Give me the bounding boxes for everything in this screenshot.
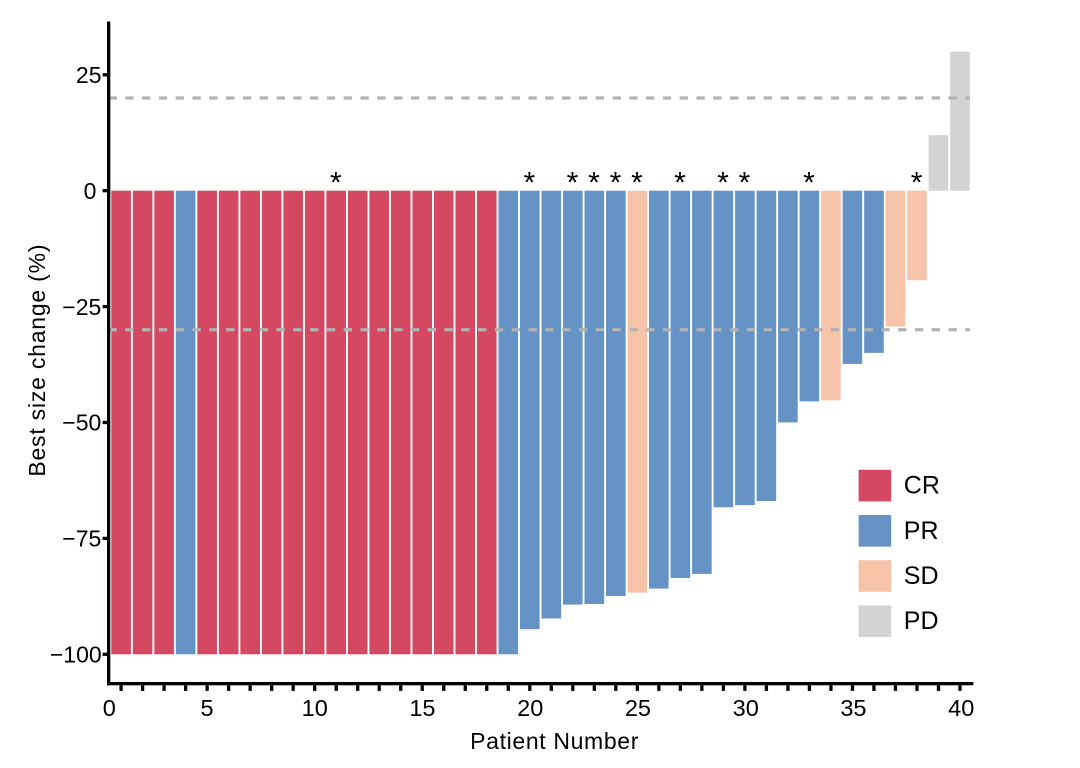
svg-text:*: *: [330, 167, 342, 200]
svg-text:−100: −100: [50, 642, 102, 668]
svg-text:−25: −25: [62, 294, 101, 320]
svg-text:*: *: [803, 167, 815, 200]
svg-text:−75: −75: [62, 526, 101, 552]
svg-text:35: 35: [840, 695, 866, 721]
svg-text:0: 0: [84, 178, 97, 204]
svg-text:5: 5: [201, 695, 214, 721]
svg-text:CR: CR: [904, 472, 940, 500]
svg-text:SD: SD: [904, 562, 939, 590]
svg-text:*: *: [524, 167, 536, 200]
svg-text:25: 25: [625, 695, 651, 721]
svg-text:PR: PR: [904, 517, 939, 545]
svg-text:*: *: [631, 167, 643, 200]
svg-text:10: 10: [302, 695, 328, 721]
svg-text:25: 25: [76, 62, 102, 88]
svg-text:*: *: [567, 167, 579, 200]
svg-text:*: *: [674, 167, 686, 200]
svg-text:*: *: [717, 167, 729, 200]
svg-text:*: *: [739, 167, 751, 200]
svg-text:0: 0: [103, 695, 116, 721]
svg-text:Best size change (%): Best size change (%): [24, 244, 50, 477]
svg-text:*: *: [610, 167, 622, 200]
svg-text:20: 20: [517, 695, 543, 721]
svg-text:30: 30: [733, 695, 759, 721]
svg-text:PD: PD: [904, 607, 939, 635]
svg-text:40: 40: [948, 695, 974, 721]
svg-text:−50: −50: [62, 410, 101, 436]
svg-text:*: *: [911, 167, 923, 200]
svg-text:*: *: [588, 167, 600, 200]
svg-text:15: 15: [409, 695, 435, 721]
svg-text:Patient Number: Patient Number: [470, 728, 639, 754]
